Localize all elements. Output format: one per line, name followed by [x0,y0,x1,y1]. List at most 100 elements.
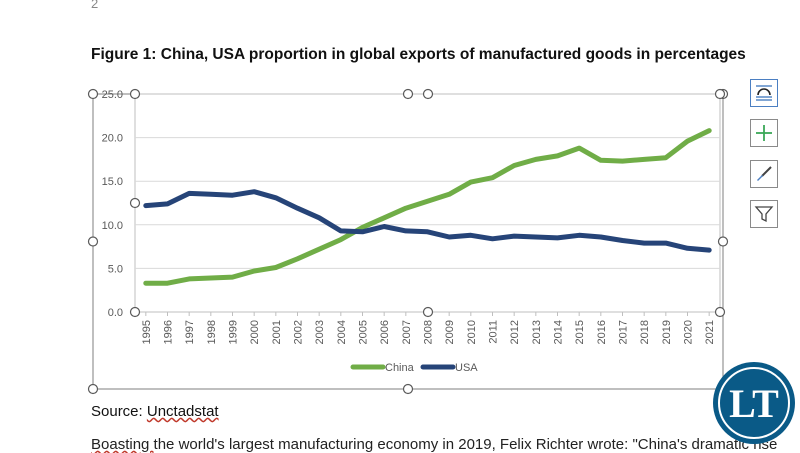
resize-handle[interactable] [129,197,141,209]
data-point-china [209,276,213,280]
source-line: Source: Unctadstat [91,403,219,420]
data-point-china [144,281,148,285]
legend-label-usa: USA [455,362,478,374]
data-point-china [512,164,516,168]
data-point-china [187,277,191,281]
resize-handle[interactable] [129,306,141,318]
body-text: Boasting the world's largest manufacturi… [91,436,777,453]
resize-handle[interactable] [717,236,729,247]
chart-styles-button[interactable] [750,160,778,188]
x-tick-label: 2004 [336,320,348,344]
x-tick-label: 2019 [661,320,673,344]
line-chart[interactable]: 0.0 5.0 10.0 15.0 20.0 25.0 1995 1996 1997 1998 19… [0,0,800,443]
data-point-china [664,156,668,160]
resize-handle[interactable] [714,88,726,100]
resize-handle[interactable] [402,88,414,100]
resize-handle[interactable] [87,383,99,395]
data-point-china [642,157,646,161]
y-tick-label: 15.0 [102,176,123,188]
x-tick-label: 2000 [249,320,261,344]
lt-logo-ring [718,367,790,439]
data-point-china [469,180,473,184]
data-point-china [166,281,169,285]
data-point-china [404,206,408,210]
x-tick-label: 2014 [553,320,565,344]
resize-handle[interactable] [129,88,141,100]
x-tick-label: 2009 [444,320,456,344]
chart-elements-button[interactable] [750,119,778,147]
data-point-usa [426,230,429,234]
data-point-china [317,247,321,251]
data-point-china [491,176,494,180]
figure-title: Figure 1: China, USA proportion in globa… [91,46,746,63]
resize-handle[interactable] [402,383,414,395]
resize-handle[interactable] [87,88,99,100]
data-point-usa [469,233,473,237]
x-tick-label: 2016 [596,320,608,344]
x-tick-label: 2003 [314,320,326,344]
x-tick-label: 2021 [704,320,716,344]
layout-options-icon [756,85,772,101]
data-point-china [339,238,343,242]
data-point-usa [231,193,234,197]
data-point-usa [274,196,278,200]
layout-options-button[interactable] [750,79,778,107]
resize-handle[interactable] [422,88,434,100]
source-link[interactable]: Unctadstat [146,403,219,420]
legend-label-china: China [385,362,415,374]
body-text-b: the world's largest manufacturing econom… [153,436,778,453]
data-point-china [556,154,559,158]
data-point-usa [642,241,646,245]
data-point-usa [296,206,299,210]
x-tick-label: 2006 [379,320,391,344]
data-point-china [621,159,624,163]
data-point-usa [382,225,386,229]
data-point-china [447,192,451,196]
data-point-usa [577,233,581,237]
series-line-china [143,128,712,286]
x-tick-label: 1999 [228,320,240,344]
resize-handle[interactable] [87,236,99,247]
data-point-usa [491,237,494,241]
data-point-usa [187,191,191,195]
data-point-usa [166,202,169,206]
y-tick-label: 10.0 [102,220,123,232]
y-tick-label: 25.0 [102,89,123,101]
data-point-usa [361,230,364,234]
chart-filters-button[interactable] [750,200,778,228]
resize-handle[interactable] [714,306,726,318]
data-point-china [252,269,256,273]
x-tick-label: 1995 [141,320,153,344]
x-tick-label: 1996 [163,320,175,344]
data-point-china [382,216,386,220]
x-tick-label: 2008 [423,320,435,344]
data-point-usa [447,235,451,239]
y-tick-label: 0.0 [108,307,123,319]
data-point-china [534,157,538,161]
data-point-usa [707,248,711,252]
chart-elements-icon [756,125,772,141]
x-tick-label: 2012 [509,320,521,344]
data-point-usa [144,204,148,208]
data-point-usa [599,235,603,239]
resize-handle[interactable] [422,306,434,318]
y-tick-label: 5.0 [108,263,123,275]
data-point-china [231,275,234,279]
data-point-china [686,139,689,143]
x-tick-label: 1997 [184,320,196,344]
x-tick-label: 2013 [531,320,543,344]
data-point-usa [512,234,516,238]
chart-object[interactable]: 0.0 5.0 10.0 15.0 20.0 25.0 1995 1996 1997 1998 19… [0,0,800,443]
data-point-china [577,146,581,150]
data-point-china [426,199,429,203]
x-tick-label: 2001 [271,320,283,344]
data-point-usa [404,229,408,233]
x-tick-label: 2010 [466,320,478,344]
x-tick-label: 2011 [488,320,500,344]
chart-styles-icon [757,166,772,181]
x-tick-label: 2005 [358,320,370,344]
data-point-usa [339,229,343,233]
source-label: Source: [91,403,147,420]
x-tick-label: 2015 [574,320,586,344]
data-point-usa [209,192,213,196]
